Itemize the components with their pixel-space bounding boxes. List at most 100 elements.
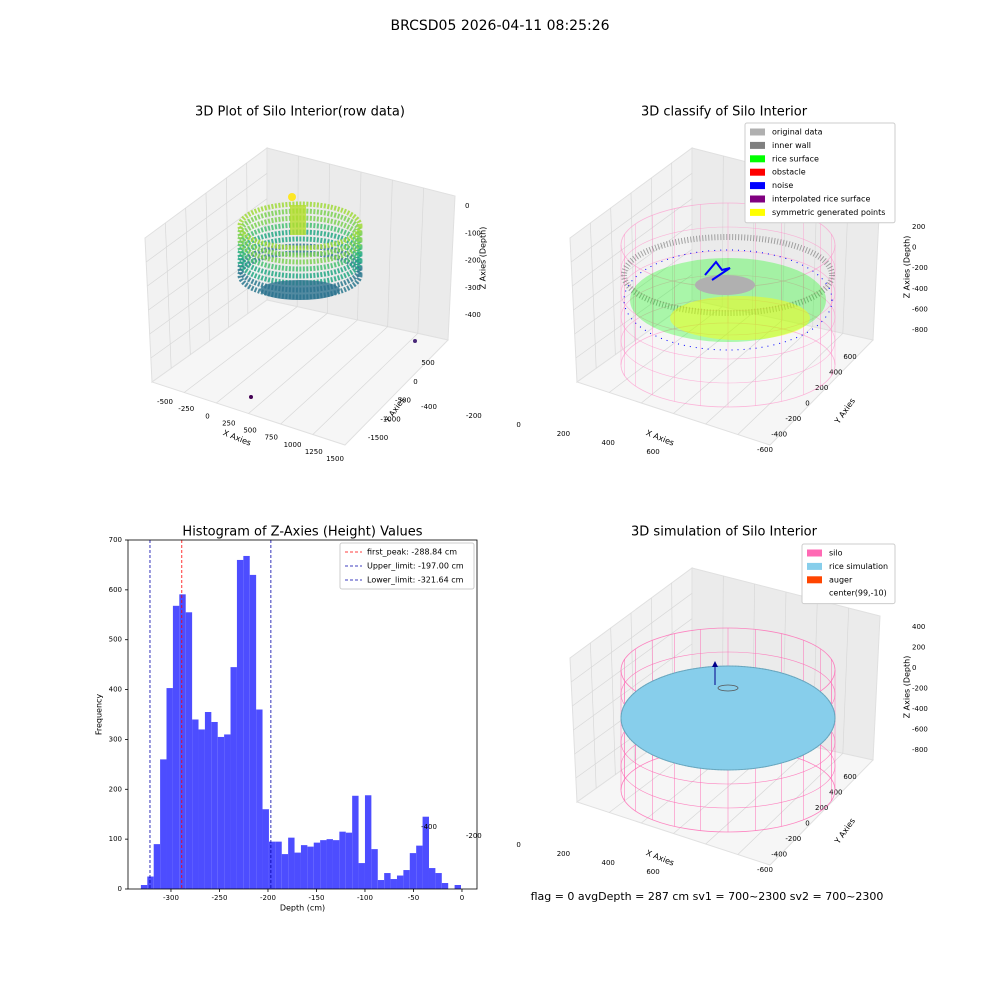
bar <box>358 863 365 889</box>
y-tick-label: 0 <box>805 820 809 828</box>
legend-label: Upper_limit: -197.00 cm <box>367 562 464 571</box>
y-tick-label: 600 <box>843 353 856 361</box>
legend-label: symmetric generated points <box>772 208 885 217</box>
auger <box>717 684 739 692</box>
bar <box>262 809 269 889</box>
inner-wall <box>621 234 835 316</box>
pane-grid <box>312 333 419 435</box>
y-tick-label: 0 <box>413 378 417 386</box>
legend-label: rice simulation <box>829 562 888 571</box>
noise <box>623 249 833 351</box>
bar <box>281 854 289 889</box>
x-tick-label: 500 <box>243 427 256 435</box>
pane-grid <box>387 179 393 327</box>
x-tick-label: 200 <box>557 850 570 858</box>
y-tick-label: -400 <box>771 431 787 439</box>
pane-grid <box>641 313 753 404</box>
chart-title: 3D Plot of Silo Interior(row data) <box>195 105 405 120</box>
pane-grid <box>248 319 358 414</box>
outlier <box>413 339 417 343</box>
original-data <box>695 275 755 295</box>
bar <box>332 840 340 889</box>
bar <box>243 555 250 889</box>
bar <box>428 868 436 889</box>
x-tick-label: -250 <box>212 894 228 902</box>
y-tick-label: 200 <box>109 785 122 793</box>
bar <box>307 846 314 889</box>
pane-grid <box>216 313 328 404</box>
bar <box>403 870 410 889</box>
x-tick-label: 1500 <box>326 455 344 463</box>
legend-label: original data <box>772 128 823 137</box>
y-tick-label: -200 <box>785 835 801 843</box>
silo-wire <box>620 250 836 336</box>
x-tick-label: -500 <box>157 398 173 406</box>
bar <box>172 605 180 889</box>
pane-grid <box>417 187 425 334</box>
legend-swatch <box>750 155 765 163</box>
legend-box <box>339 542 475 590</box>
legend-swatch <box>750 195 765 203</box>
bar <box>166 688 173 889</box>
legend-label: rice surface <box>772 154 819 163</box>
legend-label: interpolated rice surface <box>772 195 870 204</box>
x-tick-label: -300 <box>163 894 179 902</box>
bar <box>454 885 461 889</box>
pane-grid <box>280 326 388 425</box>
z-axis-label: Z Axies (Depth) <box>903 236 912 299</box>
y-tick-label: 200 <box>815 384 828 392</box>
z-tick-label: -600 <box>912 726 928 734</box>
bar <box>364 795 372 889</box>
bar <box>268 841 276 889</box>
z-tick-label: 200 <box>912 644 925 652</box>
bar <box>384 873 391 889</box>
z-tick-label: -600 <box>912 305 928 313</box>
chart-title: 3D simulation of Silo Interior <box>631 525 818 540</box>
z-tick-label: -800 <box>912 326 928 334</box>
y-tick-label: 0 <box>118 885 122 893</box>
bar <box>147 876 154 889</box>
x-tick-label: 400 <box>602 859 615 867</box>
z-tick-label: -800 <box>912 746 928 754</box>
z-tick-label: -200 <box>912 264 928 272</box>
bar <box>249 574 257 889</box>
y-tick-label: 500 <box>421 359 434 367</box>
z-tick-label: -400 <box>912 285 928 293</box>
z-tick-label: -400 <box>465 311 481 319</box>
bar <box>256 709 263 889</box>
z-tick-label: -400 <box>912 705 928 713</box>
y-tick-label: -200 <box>785 415 801 423</box>
bar <box>198 729 205 889</box>
y-tick-label: 500 <box>109 636 122 644</box>
bar <box>371 849 378 889</box>
z-axis-label: Z Axies (Depth) <box>479 227 488 290</box>
z-tick-label: 400 <box>912 623 925 631</box>
bar <box>160 759 167 889</box>
bar <box>294 852 301 889</box>
pane-grid <box>705 746 813 845</box>
x-tick-label: -150 <box>309 894 325 902</box>
x-tick-label: 400 <box>602 439 615 447</box>
z-tick-label: 0 <box>465 202 469 210</box>
z-tick-label: -200 <box>912 685 928 693</box>
z-tick-label: 0 <box>912 244 916 252</box>
bar <box>288 837 295 889</box>
bar <box>416 845 423 889</box>
x-tick-label: -400 <box>421 403 437 411</box>
auger <box>712 661 718 667</box>
bar <box>313 842 321 889</box>
x-tick-label: 600 <box>646 448 659 456</box>
x-tick-label: 600 <box>646 868 659 876</box>
x-tick-label: -400 <box>421 823 437 831</box>
chart-title: 3D classify of Silo Interior <box>641 105 808 120</box>
x-tick-label: 1000 <box>284 441 302 449</box>
y-tick-label: 400 <box>829 369 842 377</box>
bar <box>390 879 397 889</box>
x-tick-label: 250 <box>222 419 235 427</box>
bar <box>326 839 333 889</box>
y-axis-label: Frequency <box>95 694 104 736</box>
bar <box>275 841 282 889</box>
rice-simulation <box>620 665 836 771</box>
annotation: flag = 0 avgDepth = 287 cm sv1 = 700~230… <box>531 890 884 903</box>
y-tick-label: 400 <box>109 686 122 694</box>
